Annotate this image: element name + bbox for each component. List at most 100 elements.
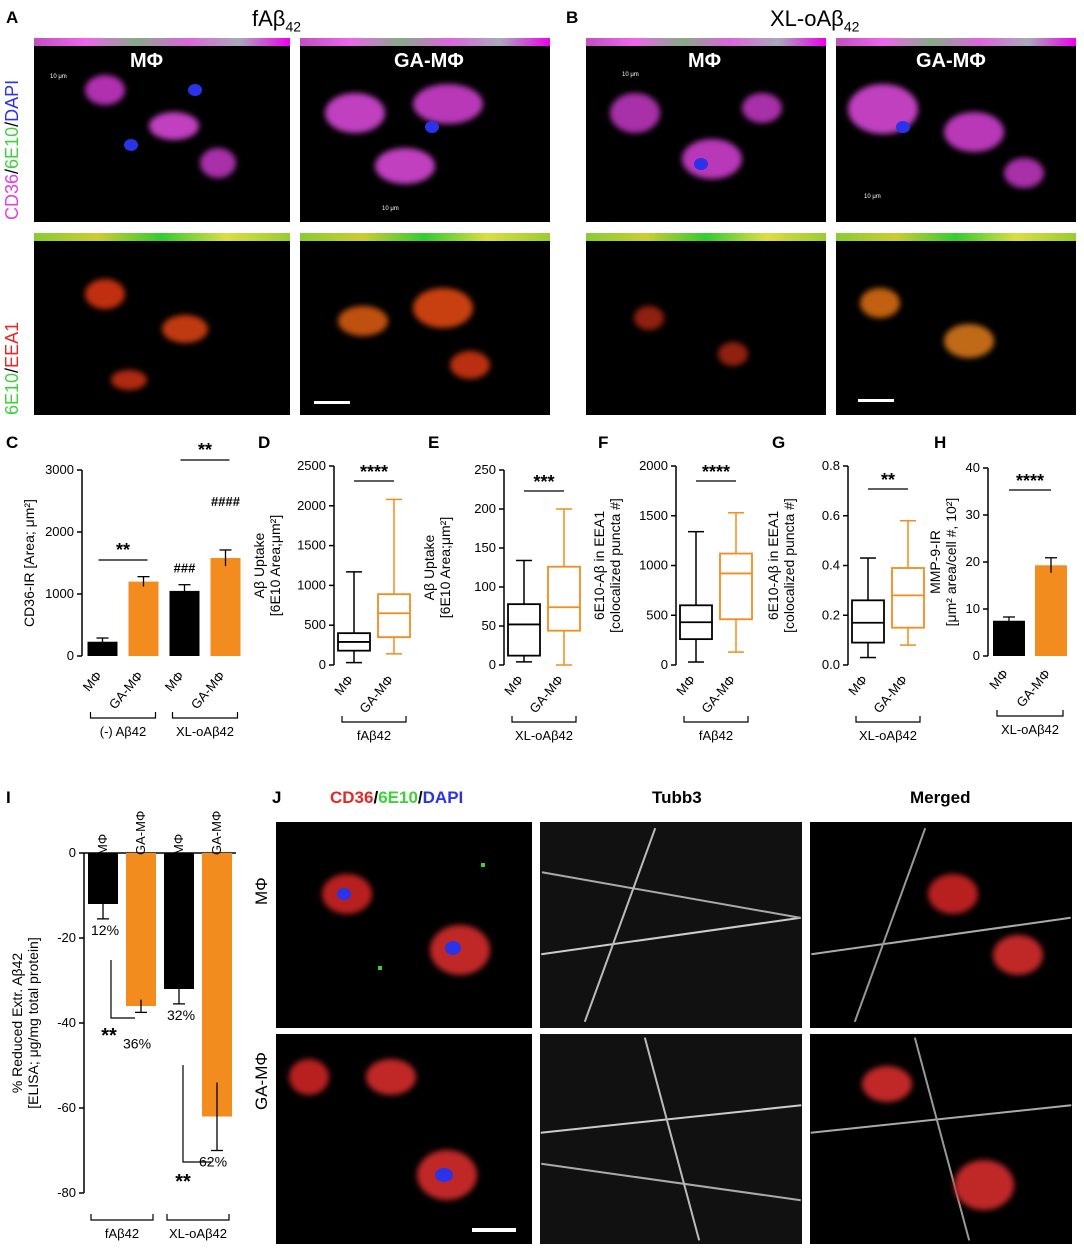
y-tick-label: 500 <box>646 607 668 622</box>
bar <box>210 558 241 656</box>
x-tick-label: MΦ <box>986 666 1011 692</box>
y-tick-label: 10 <box>966 601 980 616</box>
micrograph-j-mphi-merged <box>810 822 1072 1028</box>
bar <box>87 641 118 656</box>
x-tick-label: MΦ <box>162 668 187 694</box>
y-tick-label: 0 <box>319 657 326 672</box>
x-tick-label: GA-MΦ <box>698 672 738 716</box>
significance-label: **** <box>360 462 388 482</box>
group-bracket <box>341 716 407 723</box>
micrograph-a-gamphi-cd36: GA-MΦ 10 μm <box>300 38 550 222</box>
y-tick-label: 1500 <box>639 508 668 523</box>
y-tick-label: 2500 <box>297 458 326 473</box>
x-tick-label: MΦ <box>501 672 526 698</box>
box <box>377 593 411 639</box>
scale-text: 10 μm <box>50 74 67 80</box>
y-tick-label: 0.4 <box>822 558 840 573</box>
micrograph-a-mphi-eea1 <box>34 233 290 415</box>
y-tick-label: -80 <box>57 1185 76 1200</box>
y-tick-label: 0 <box>661 657 668 672</box>
x-tick-label: MΦ <box>673 672 698 698</box>
panel-j-row-label-gamphi: GA-MΦ <box>252 1052 271 1110</box>
x-tick-label: GA-MΦ <box>106 668 146 712</box>
bar <box>993 620 1025 656</box>
y-tick-label: 0.2 <box>822 607 840 622</box>
micrograph-j-gamphi-merged <box>810 1034 1072 1244</box>
y-tick-label: 0 <box>69 845 76 860</box>
y-tick-label: 200 <box>474 501 496 516</box>
y-tick-label: 0 <box>67 648 74 663</box>
y-axis-label: 6E10-Aβ in EEA1 <box>591 511 607 620</box>
panel-j-header-merged: Merged <box>910 788 971 807</box>
y-tick-label: 2000 <box>45 524 74 539</box>
panel-letter-i: I <box>6 788 11 807</box>
y-tick-label: 0.8 <box>822 458 840 473</box>
group-label: fAβ42 <box>357 728 391 743</box>
y-tick-label: 500 <box>304 617 326 632</box>
label-slash: / <box>373 788 379 807</box>
y-tick-label: 250 <box>474 462 496 477</box>
col-label-gamphi: GA-MΦ <box>916 50 986 72</box>
group-bracket <box>89 712 157 719</box>
y-axis-label: CD36-IR [Area; μm²] <box>21 499 37 627</box>
significance-label: ** <box>101 1025 117 1047</box>
group-bracket <box>996 710 1064 717</box>
y-tick-label: 0 <box>973 648 980 663</box>
group-label: XL-oAβ42 <box>859 728 917 743</box>
label-slash: / <box>417 788 423 807</box>
micrograph-j-gamphi-cd36 <box>276 1034 532 1244</box>
scale-text: 10 μm <box>622 72 639 78</box>
panel-j-header-merge-channels: CD36/6E10/DAPI <box>330 788 463 808</box>
panel-j-row-label-mphi: MΦ <box>252 877 271 905</box>
panel-b-title: XL-oAβ42 <box>770 6 860 35</box>
col-label-mphi: MΦ <box>688 50 722 72</box>
group-bracket <box>855 716 921 723</box>
box <box>719 552 753 621</box>
x-tick-label: MΦ <box>845 672 870 698</box>
scale-bar <box>314 401 350 404</box>
group-label: (-) Aβ42 <box>100 724 147 739</box>
bar <box>164 853 194 989</box>
y-axis-label: [6E10 Area;μm²] <box>437 517 453 618</box>
significance-label: **** <box>702 462 730 482</box>
label-cd36: CD36 <box>330 788 374 807</box>
x-tick-label: GA-MΦ <box>356 672 396 716</box>
x-tick-label: GA-MΦ <box>188 668 228 712</box>
y-tick-label: 1000 <box>45 586 74 601</box>
panel-letter-d: D <box>258 433 271 452</box>
y-tick-label: -40 <box>57 1015 76 1030</box>
hash-annotation: ### <box>174 561 196 576</box>
box <box>507 603 541 657</box>
panel-letter-e: E <box>428 433 440 452</box>
panel-a-title: fAβ42 <box>252 6 302 35</box>
panel-letter-b: B <box>566 8 579 27</box>
micrograph-j-mphi-tubb3 <box>540 822 802 1028</box>
y-tick-label: 0 <box>489 657 496 672</box>
significance-label: ** <box>175 1171 191 1193</box>
x-tick-label: MΦ <box>331 672 356 698</box>
x-tick-label: MΦ <box>171 834 186 855</box>
significance-label: ** <box>198 440 212 460</box>
micrograph-b-gamphi-cd36: GA-MΦ 10 μm <box>836 38 1076 222</box>
group-bracket <box>511 716 577 723</box>
micrograph-b-mphi-eea1 <box>586 233 826 415</box>
y-tick-label: 20 <box>966 554 980 569</box>
bar <box>169 590 200 656</box>
group-bracket <box>90 1214 154 1221</box>
scale-text: 10 μm <box>382 206 399 212</box>
panel-j-header-tubb3: Tubb3 <box>652 788 702 807</box>
panel-letter-j: J <box>272 788 282 807</box>
significance-label: **** <box>1016 471 1044 491</box>
significance-bracket <box>182 1065 211 1163</box>
group-label: fAβ42 <box>105 1226 139 1241</box>
panel-letter-h: H <box>934 433 947 452</box>
micrograph-b-gamphi-eea1 <box>836 233 1076 415</box>
bar <box>1035 565 1067 656</box>
x-tick-label: GA-MΦ <box>1013 666 1053 710</box>
scale-bar <box>472 1228 516 1232</box>
y-tick-label: 1000 <box>297 577 326 592</box>
micrograph-a-gamphi-eea1 <box>300 233 550 415</box>
group-label: fAβ42 <box>699 728 733 743</box>
value-label: 12% <box>91 922 119 938</box>
